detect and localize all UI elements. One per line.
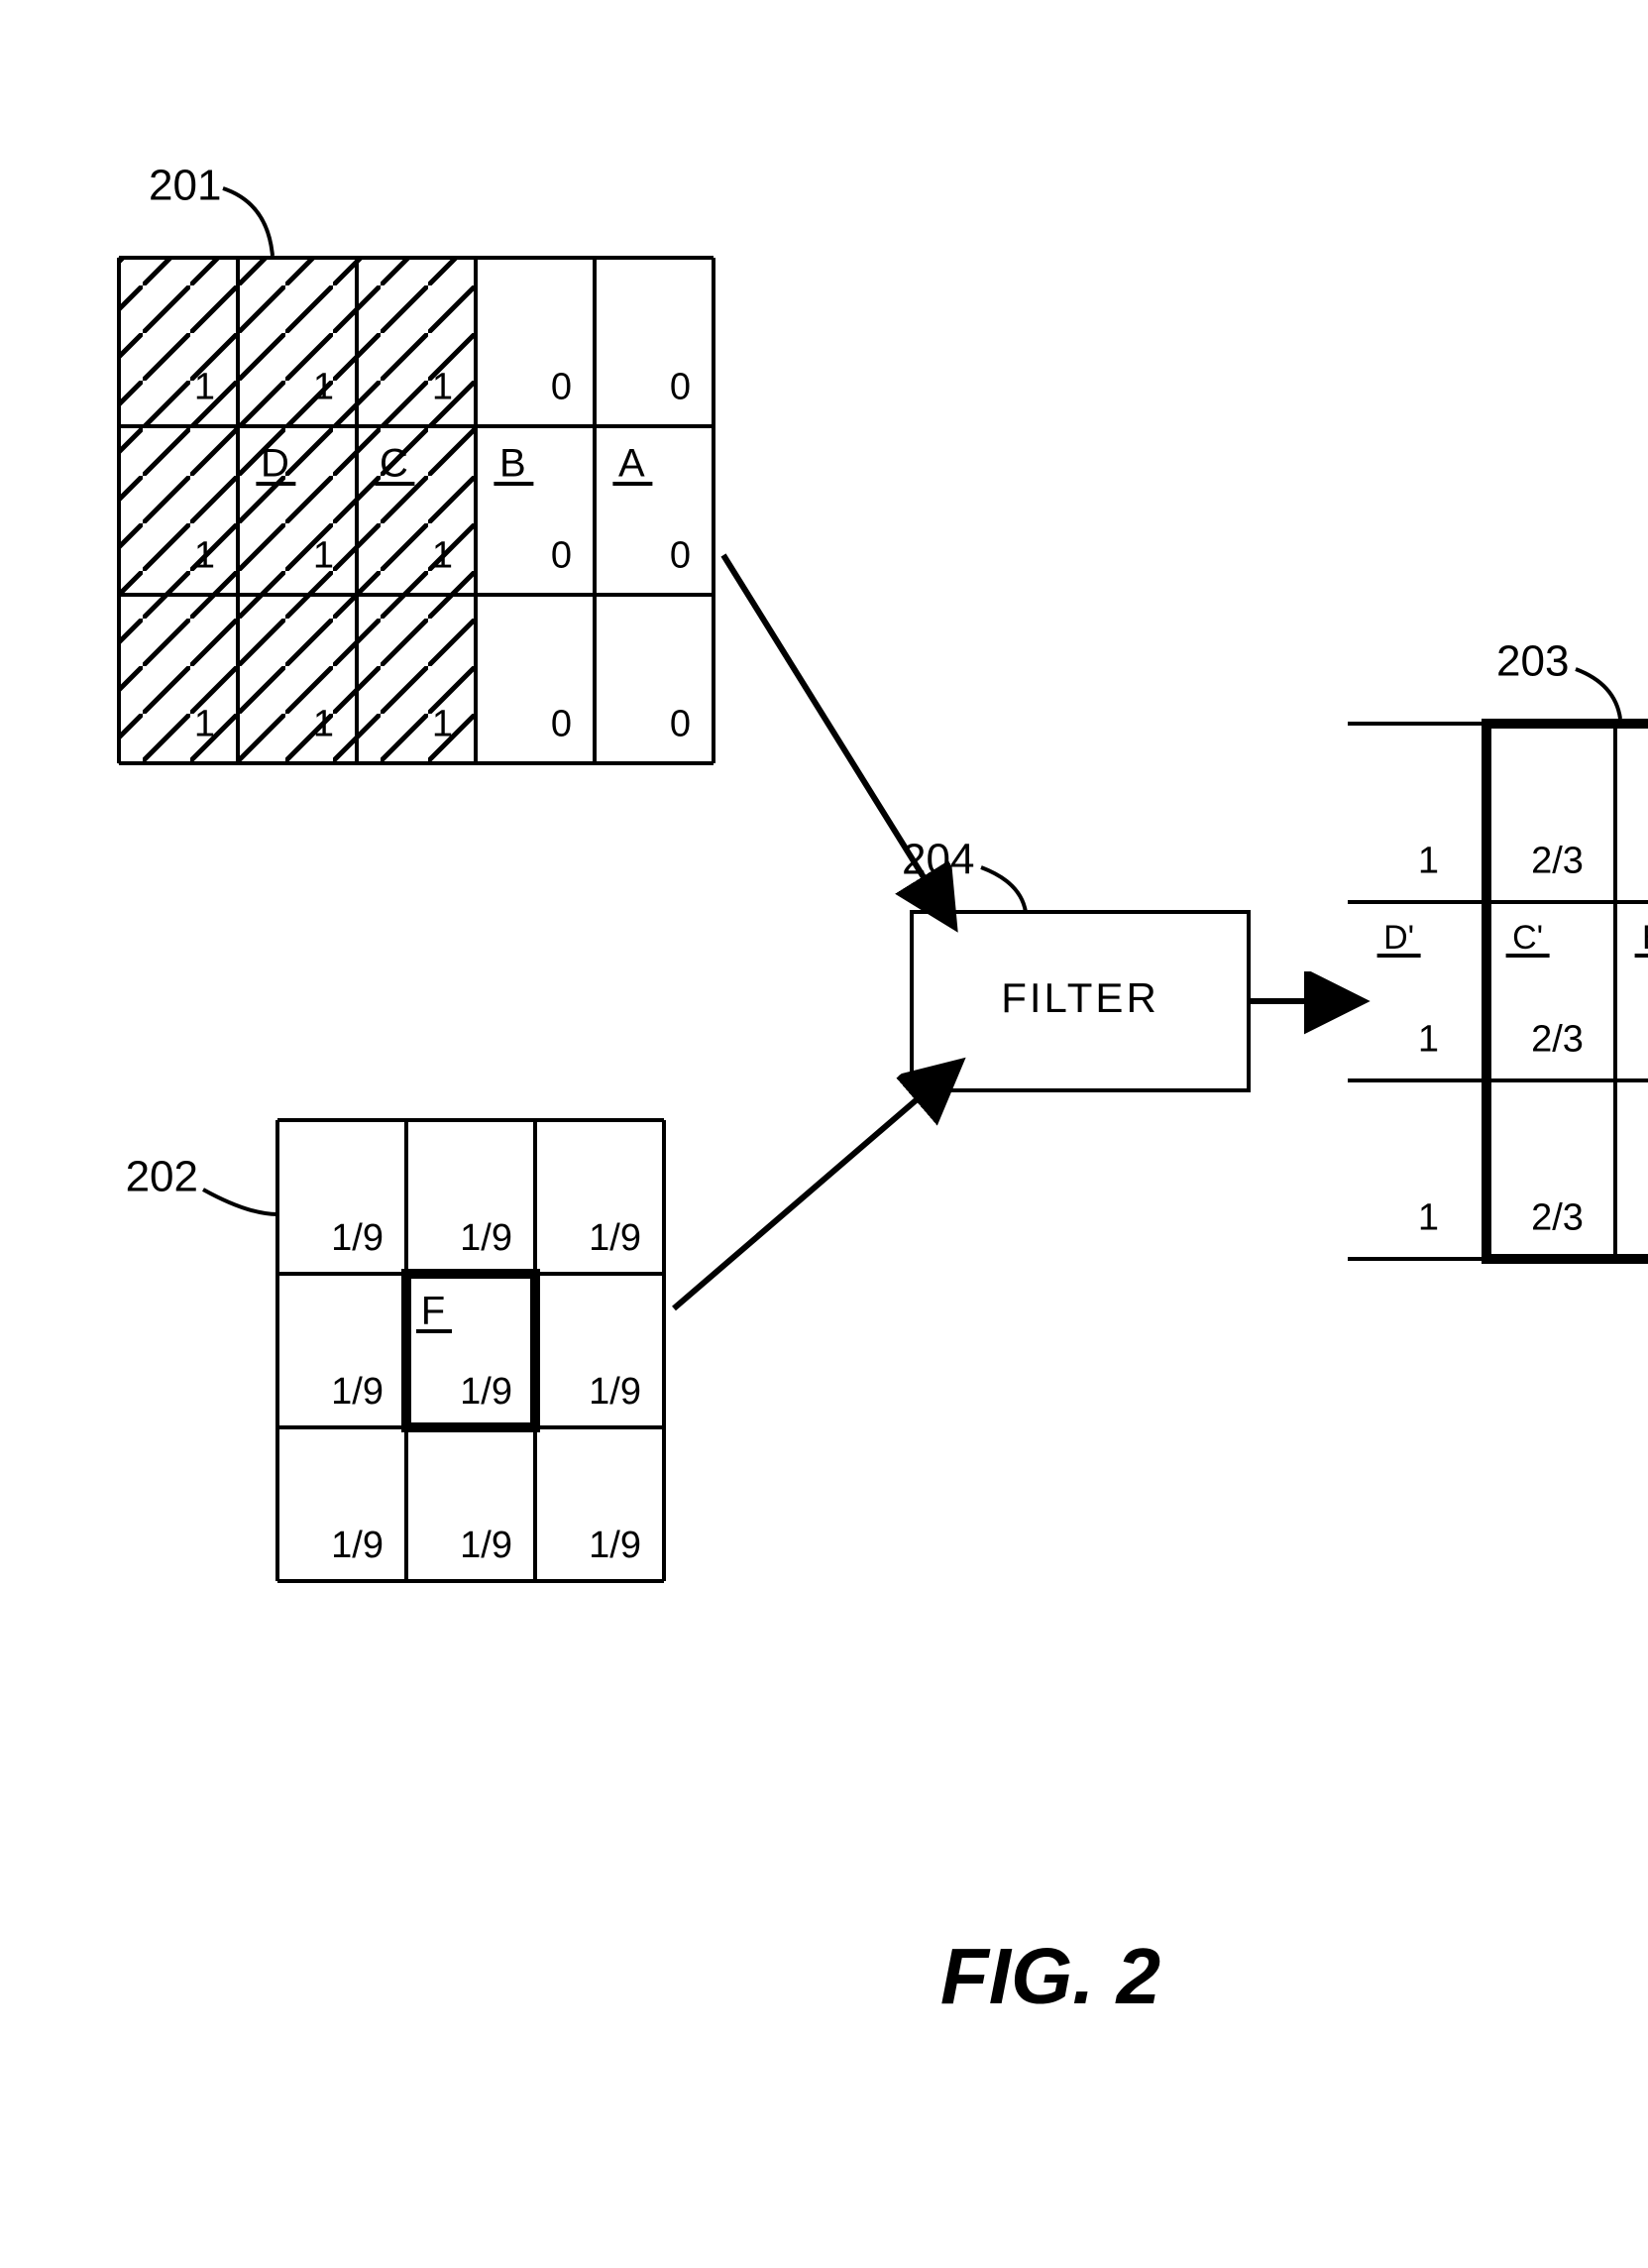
svg-text:0: 0 (670, 535, 691, 577)
svg-text:1/9: 1/9 (331, 1217, 384, 1259)
svg-text:0: 0 (670, 704, 691, 745)
svg-text:B': B' (1642, 919, 1648, 957)
svg-text:1: 1 (313, 367, 334, 408)
kernel-grid: 1/9 1/9 1/9 1/9 1/9 1/9 1/9 1/9 1/9 F 202 (126, 1120, 664, 1581)
svg-text:1: 1 (313, 535, 334, 577)
svg-text:1: 1 (1418, 1196, 1439, 1238)
figure-label: FIG. 2 (940, 1932, 1160, 2020)
svg-text:1: 1 (432, 535, 453, 577)
svg-text:2/3: 2/3 (1531, 1196, 1584, 1238)
svg-text:D': D' (1383, 919, 1414, 957)
svg-text:1/9: 1/9 (460, 1371, 512, 1413)
svg-text:1/9: 1/9 (331, 1525, 384, 1566)
arrows (674, 555, 1358, 1308)
svg-text:0: 0 (551, 367, 572, 408)
svg-text:0: 0 (670, 367, 691, 408)
svg-text:1/9: 1/9 (331, 1371, 384, 1413)
svg-text:1: 1 (194, 704, 215, 745)
arrow-1 (674, 1066, 956, 1308)
figure-canvas: 111001110011100DCBA2011/91/91/91/91/91/9… (0, 0, 1648, 2268)
svg-text:1/9: 1/9 (589, 1371, 641, 1413)
svg-text:1/9: 1/9 (460, 1525, 512, 1566)
svg-text:F: F (421, 1290, 447, 1333)
svg-text:1: 1 (194, 535, 215, 577)
svg-text:A: A (618, 442, 647, 486)
svg-text:C': C' (1512, 919, 1543, 957)
arrow-0 (723, 555, 951, 922)
svg-text:2/3: 2/3 (1531, 1018, 1584, 1060)
svg-text:0: 0 (551, 535, 572, 577)
svg-text:1: 1 (432, 704, 453, 745)
ref-203: 203 (1496, 637, 1569, 686)
svg-text:D: D (261, 442, 291, 486)
svg-text:1: 1 (194, 367, 215, 408)
output-grid: 12/31/3012/31/3012/31/30D'C'B'A'203 (1348, 637, 1648, 1259)
ref-202: 202 (126, 1153, 198, 1201)
svg-text:B: B (499, 442, 528, 486)
filter-label: FILTER (1001, 974, 1159, 1021)
svg-text:1/9: 1/9 (589, 1525, 641, 1566)
svg-text:1: 1 (313, 704, 334, 745)
svg-text:1/9: 1/9 (460, 1217, 512, 1259)
svg-text:C: C (380, 442, 410, 486)
svg-text:1: 1 (432, 367, 453, 408)
ref-201: 201 (149, 162, 221, 210)
svg-text:2/3: 2/3 (1531, 840, 1584, 881)
svg-text:1: 1 (1418, 1018, 1439, 1060)
filter-block: FILTER204 (902, 836, 1249, 1090)
svg-text:1: 1 (1418, 840, 1439, 881)
svg-text:0: 0 (551, 704, 572, 745)
svg-text:1/9: 1/9 (589, 1217, 641, 1259)
input-grid: 1 1 1 0 0 1 1 1 0 0 1 1 1 0 0 D C B A 201 (119, 162, 714, 763)
